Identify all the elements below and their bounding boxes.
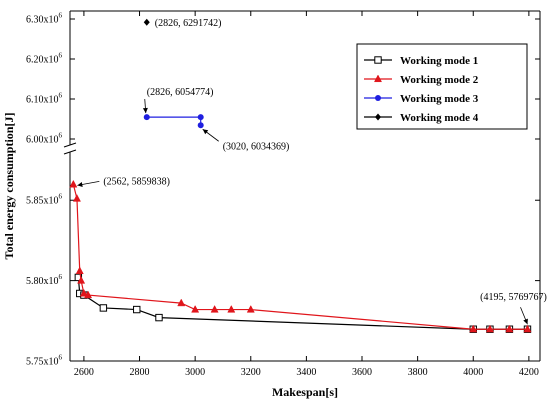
y-tick-label: 6.00x106 [26,132,63,146]
series-2 [69,179,532,333]
data-point [84,290,93,299]
axis-break-mark [63,149,77,155]
legend-marker [374,56,382,64]
arrow-head [77,182,83,187]
data-point [485,324,494,333]
data-point [72,194,81,202]
annotation-label: (2826, 6291742) [155,18,222,29]
legend-label: Working mode 4 [400,112,479,124]
data-point [143,18,150,26]
y-tick-label: 6.30x106 [26,12,63,26]
x-tick-label: 3200 [241,367,261,378]
data-point [227,305,236,313]
legend-label: Working mode 2 [400,74,479,86]
series-1 [74,273,532,333]
x-tick-label: 3800 [408,367,428,378]
y-ticks: 5.75x106 5.80x106 5.85x106 6.00x106 6.10x106… [26,12,540,368]
x-axis-title: Makespan[s] [272,385,338,399]
data-point [75,266,84,275]
data-point [69,179,78,188]
arrow-head [142,107,148,114]
data-point [197,114,204,121]
axis-break-mark [63,142,77,148]
legend-box [356,43,528,130]
data-point [99,304,108,312]
annotations: (2826, 6291742) (2826, 6054774) (3020, 603… [77,18,547,325]
legend-label: Working mode 1 [400,55,478,67]
y-tick-label: 5.80x106 [26,273,63,287]
series-line [77,277,528,330]
data-point [210,305,219,313]
data-point [523,324,532,333]
y-tick-label: 6.10x106 [26,92,63,106]
data-point [133,305,141,314]
data-point [197,122,204,129]
annotation-label: (2826, 6054774) [147,87,214,98]
data-point [191,305,200,313]
legend-marker [373,74,383,83]
y-tick-label: 6.20x106 [26,52,63,66]
data-point [79,288,88,297]
annotation-label: (2562, 5859838) [103,176,170,187]
x-tick-label: 2800 [130,367,150,378]
legend: Working mode 1 Working mode 2 Working mode… [356,43,528,130]
x-tick-label: 4200 [519,367,539,378]
annotation-label: (4195, 5769767) [480,292,547,303]
y-tick-label: 5.85x106 [26,193,63,207]
y-axis-title: Total energy consumption[J] [2,113,16,260]
data-point [505,324,514,333]
x-tick-label: 3000 [185,367,205,378]
series-layer [69,18,532,333]
arrow-head [523,318,528,325]
data-point [177,298,186,307]
annotation-label: (3020, 6034369) [223,141,290,152]
data-point [155,313,163,322]
x-ticks: 2600 2800 3000 3200 3400 3600 3800 4000 4200 [74,11,539,378]
x-tick-label: 2600 [74,367,94,378]
data-point [246,305,255,313]
arrow-head [202,129,209,135]
data-point [143,114,150,121]
legend-marker [375,95,381,101]
x-tick-label: 4000 [463,367,483,378]
legend-label: Working mode 3 [400,93,479,105]
series-line [146,116,202,126]
series-4 [143,18,150,26]
y-tick-label: 5.75x106 [26,354,63,368]
series-line [72,184,528,330]
data-point [469,324,478,333]
data-point [77,276,86,284]
x-tick-label: 3600 [352,367,372,378]
x-tick-label: 3400 [296,367,316,378]
legend-marker [375,113,381,121]
series-3 [143,114,204,129]
